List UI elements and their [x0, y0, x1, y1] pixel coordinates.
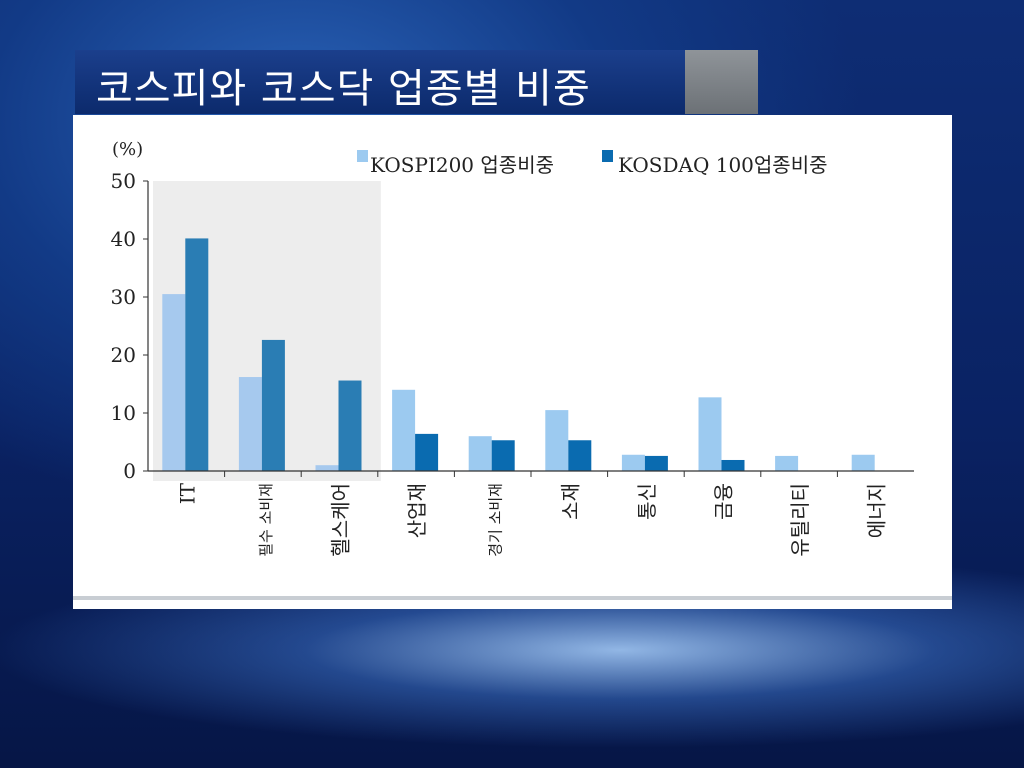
title-accent [685, 50, 758, 114]
legend: KOSPI200 업종비중 KOSDAQ 100업종비중 [357, 150, 828, 177]
bar-kosdaq-2 [338, 380, 362, 471]
legend-label-kosdaq: KOSDAQ 100업종비중 [618, 153, 828, 177]
y-tick-label: 10 [111, 401, 136, 425]
y-tick-label: 0 [123, 459, 136, 483]
bar-kospi-1 [238, 377, 262, 471]
bar-kosdaq-6 [644, 455, 668, 471]
bar-kospi-7 [698, 397, 722, 471]
bar-chart: 0 10 20 30 40 50 IT 필수 소비재 헬스케어 산업재 경기 소비재 소재 통신 금융 유틸… [111, 139, 914, 557]
y-tick-label: 20 [111, 343, 136, 367]
y-tick-label: 30 [111, 285, 136, 309]
bar-kospi-0 [162, 294, 186, 471]
bar-kospi-8 [775, 455, 799, 471]
x-tick-label: 금융 [712, 483, 736, 520]
legend-label-kospi: KOSPI200 업종비중 [370, 153, 554, 177]
x-tick-label: 필수 소비재 [257, 483, 275, 557]
bar-kospi-6 [621, 454, 645, 471]
x-tick-label: 헬스케어 [329, 483, 353, 557]
x-tick-label: 경기 소비재 [487, 483, 505, 557]
bar-kospi-5 [545, 410, 569, 471]
bar-kospi-9 [851, 454, 875, 471]
legend-swatch-kosdaq [602, 150, 613, 162]
x-tick-label: 통신 [635, 483, 659, 520]
x-tick-label: 유틸리티 [788, 483, 812, 557]
y-unit-label: (%) [112, 139, 143, 160]
title-bar [75, 50, 685, 114]
slide-title: 코스피와 코스닥 업종별 비중 [96, 66, 591, 112]
x-tick-label: IT [175, 482, 199, 504]
x-tick-label: 산업재 [405, 483, 429, 538]
x-tick-label: 에너지 [865, 483, 889, 538]
bar-kospi-4 [468, 436, 492, 471]
bar-kospi-2 [315, 465, 339, 471]
bar-kosdaq-7 [721, 459, 745, 471]
bar-kosdaq-0 [185, 238, 209, 471]
y-tick-label: 50 [111, 169, 136, 193]
bar-kosdaq-1 [261, 339, 285, 471]
bar-kospi-3 [392, 389, 416, 471]
panel-bottom-rule [73, 596, 952, 600]
legend-swatch-kospi [357, 150, 368, 162]
bar-kosdaq-4 [491, 440, 515, 471]
y-tick-label: 40 [111, 227, 136, 251]
bar-kosdaq-5 [568, 440, 592, 471]
bar-kosdaq-3 [415, 433, 439, 471]
x-tick-label: 소재 [558, 483, 582, 520]
